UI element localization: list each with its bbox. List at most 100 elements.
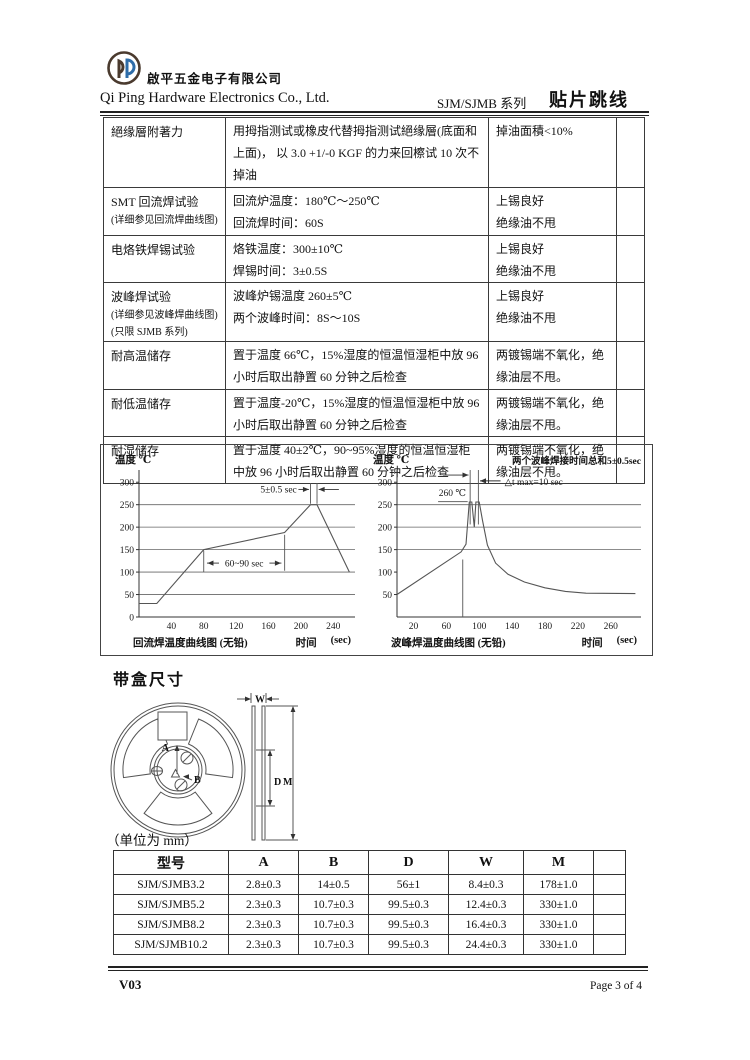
spec-result: 掉油面積<10% [488, 117, 617, 188]
company-logo [107, 51, 141, 85]
dim-label-b: B [194, 775, 201, 786]
col-header: A [228, 850, 299, 875]
dim-label-w: W [255, 695, 265, 706]
spec-table: 絕缘層附著力 用拇指测试或橡皮代替拇指测试絕缘層(底面和上面)， 以 3.0 +… [103, 117, 645, 485]
y-axis-label: 温度 ℃ [115, 455, 152, 466]
table-row: SMT 回流焊试验 (详细参见回流焊曲线图) 回流炉温度：180℃～250℃ 回流… [103, 186, 645, 236]
svg-text:240: 240 [326, 622, 341, 632]
reel-drawing: A B W D M [110, 693, 298, 841]
col-header: W [448, 850, 524, 875]
dimension-table: 型号 A B D W M SJM/SJMB3.2 2.8±0.3 14±0.5 56±… [113, 850, 626, 955]
spec-result: 两镀锡端不氧化，绝缘油层不甩。 [488, 435, 617, 485]
section-title-reel: 带盒尺寸 [113, 672, 186, 689]
spec-item: 耐低温储存 [111, 396, 172, 411]
chart-annotation: 两个波峰焊接时间总和5±0.5sec [512, 457, 641, 467]
spec-condition: 置于温度 40±2℃，90~95%湿度的恒温恒湿柜中放 96 小时后取出静置 6… [225, 435, 489, 485]
arrow-right-icon [245, 696, 251, 702]
spec-condition: 波峰炉锡温度 260±5℃ 两个波峰时间：8S～10S [225, 281, 489, 343]
wave-chart-plot: 50 100 150 200 250 300 20 60 100 140 180 220 260 △t m… [378, 470, 641, 632]
arrow-down-icon [290, 834, 296, 840]
svg-text:300: 300 [378, 479, 393, 489]
spec-condition: 置于温度-20℃，15%湿度的恒温恒湿柜中放 96 小时后取出静置 60 分钟之… [225, 388, 489, 437]
chart-caption: 波峰焊温度曲线图 (无铅) [391, 638, 506, 649]
product-title: 贴片跳线 [549, 90, 629, 110]
svg-text:220: 220 [571, 622, 586, 632]
version-label: V03 [119, 977, 142, 992]
table-header-row: 型号 A B D W M [113, 850, 626, 875]
spec-item: 絕缘層附著力 [111, 125, 184, 139]
svg-text:60: 60 [442, 622, 452, 632]
dim-label-a: A [162, 743, 170, 754]
table-row: 电烙铁焊锡试验 烙铁温度：300±10℃ 焊锡时间：3±0.5S 上锡良好 绝缘… [103, 234, 645, 283]
table-row: 耐低温储存 置于温度-20℃，15%湿度的恒温恒湿柜中放 96 小时后取出静置 … [103, 388, 645, 437]
svg-text:20: 20 [409, 622, 419, 632]
arrow-down-icon [267, 800, 273, 806]
spec-condition: 用拇指测试或橡皮代替拇指测试絕缘層(底面和上面)， 以 3.0 +1/-0 KG… [225, 117, 489, 188]
svg-text:160: 160 [261, 622, 276, 632]
svg-text:0: 0 [129, 614, 134, 624]
chart-caption: 回流焊温度曲线图 (无铅) [133, 638, 248, 649]
col-header: D [368, 850, 449, 875]
table-row: 耐高温储存 置于温度 66℃，15%湿度的恒温恒湿柜中放 96 小时后取出静置 … [103, 341, 645, 390]
spec-condition: 置于温度 66℃，15%湿度的恒温恒湿柜中放 96 小时后取出静置 60 分钟之… [225, 341, 489, 390]
header-rule [100, 111, 649, 116]
svg-text:260: 260 [604, 622, 619, 632]
x-axis-unit: (sec) [616, 635, 637, 646]
arrow-up-icon [174, 745, 180, 751]
dim-label-m: M [283, 777, 293, 788]
company-name-en: Qi Ping Hardware Electronics Co., Ltd. [100, 90, 330, 106]
svg-text:150: 150 [120, 546, 135, 556]
col-header: B [298, 850, 369, 875]
svg-text:250: 250 [378, 501, 393, 511]
footer-rule [108, 966, 648, 971]
svg-text:200: 200 [120, 524, 135, 534]
svg-text:40: 40 [167, 622, 177, 632]
units-note: （单位为 mm） [106, 833, 198, 848]
svg-text:60~90 sec: 60~90 sec [225, 560, 264, 570]
spec-result: 两镀锡端不氧化，绝缘油层不甩。 [488, 341, 617, 390]
svg-text:150: 150 [378, 546, 393, 556]
y-axis-label: 温度 ℃ [373, 455, 410, 466]
arrow-up-icon [267, 750, 273, 756]
svg-text:250: 250 [120, 501, 135, 511]
svg-text:△t max=10 sec: △t max=10 sec [505, 478, 563, 488]
spec-item: 耐高温储存 [111, 349, 172, 364]
spec-condition: 烙铁温度：300±10℃ 焊锡时间：3±0.5S [225, 234, 489, 283]
svg-text:100: 100 [120, 569, 135, 579]
x-axis-unit: (sec) [330, 635, 351, 646]
table-row: 波峰焊试验 (详细参见波峰焊曲线图) (只限 SJMB 系列) 波峰炉锡温度 26… [103, 281, 645, 343]
spec-result: 上锡良好 绝缘油不甩 [488, 281, 617, 343]
svg-text:140: 140 [505, 622, 520, 632]
col-header: 型号 [113, 850, 229, 875]
svg-text:260 ℃: 260 ℃ [439, 489, 467, 499]
table-row: SJM/SJMB5.2 2.3±0.3 10.7±0.3 99.5±0.3 12.4±0… [113, 894, 626, 915]
svg-text:120: 120 [229, 622, 244, 632]
svg-text:80: 80 [199, 622, 209, 632]
arrow-left-icon [266, 696, 272, 702]
svg-text:100: 100 [378, 569, 393, 579]
dim-label-d: D [274, 777, 281, 788]
spec-item: 耐湿储存 [111, 443, 160, 458]
page-number: Page 3 of 4 [589, 980, 642, 992]
spec-result: 上锡良好 绝缘油不甩 [488, 186, 617, 236]
table-row: SJM/SJMB3.2 2.8±0.3 14±0.5 56±1 8.4±0.3 178±1… [113, 874, 626, 895]
table-row: SJM/SJMB8.2 2.3±0.3 10.7±0.3 99.5±0.3 16.4±0… [113, 914, 626, 935]
spec-result: 上锡良好 绝缘油不甩 [488, 234, 617, 283]
col-header: M [523, 850, 594, 875]
spec-item: 电烙铁焊锡试验 [111, 242, 196, 257]
svg-text:180: 180 [538, 622, 553, 632]
svg-text:5±0.5 sec: 5±0.5 sec [260, 485, 296, 495]
table-row: 耐湿储存 置于温度 40±2℃，90~95%湿度的恒温恒湿柜中放 96 小时后取… [103, 435, 645, 485]
arrow-left-icon [183, 774, 189, 780]
svg-text:200: 200 [378, 524, 393, 534]
spec-item: 波峰焊试验 [111, 289, 172, 304]
arrow-up-icon [290, 706, 296, 712]
spec-item: SMT 回流焊试验 [111, 194, 199, 209]
svg-text:50: 50 [125, 591, 135, 601]
x-axis-label: 时间 [295, 638, 317, 649]
col-header [593, 850, 626, 875]
reflow-chart-plot: 0 50 100 150 200 250 300 40 80 120 160 200 240 60~90 … [120, 470, 355, 632]
table-row: 絕缘層附著力 用拇指测试或橡皮代替拇指测试絕缘層(底面和上面)， 以 3.0 +… [103, 117, 645, 188]
wave-profile-chart: 温度 ℃ 两个波峰焊接时间总和5±0.5sec 50 100 150 200 250 30… [363, 445, 643, 655]
